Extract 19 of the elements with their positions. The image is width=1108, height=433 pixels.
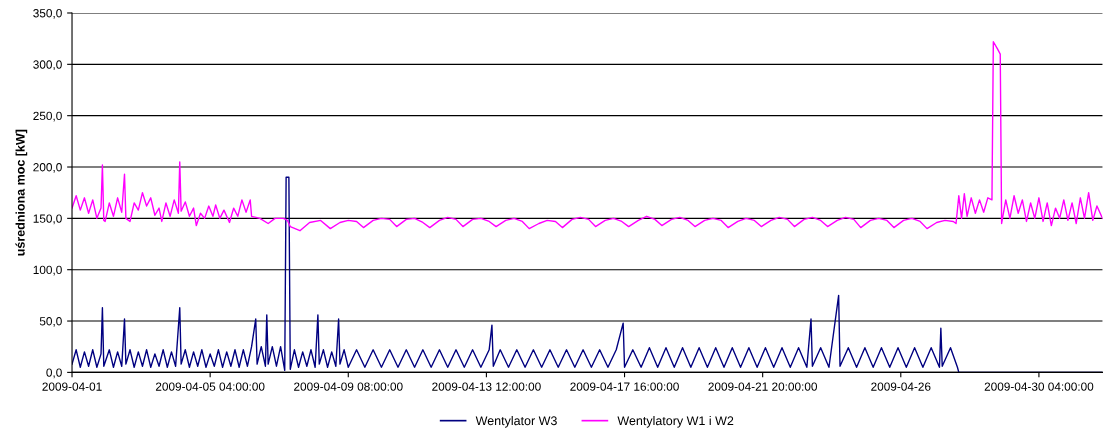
x-tick-label: 2009-04-01	[42, 382, 102, 391]
y-tick-label: 250,0	[33, 111, 62, 122]
y-axis-title: uśredniona moc [kW]	[15, 129, 28, 256]
y-tick-label: 300,0	[33, 60, 62, 71]
y-tick-label: 100,0	[33, 265, 62, 276]
x-tick-label: 2009-04-09 08:00:00	[294, 382, 403, 391]
x-tick-label: 2009-04-26	[871, 382, 931, 391]
x-tick-label: 2009-04-30 04:00:00	[984, 382, 1094, 391]
legend-label: Wentylator W3	[475, 415, 557, 428]
x-tick-label: 2009-04-13 12:00:00	[432, 382, 541, 391]
y-tick-label: 50,0	[39, 317, 62, 327]
y-tick-label: 0,0	[46, 368, 62, 379]
y-tick-label: 200,0	[33, 163, 62, 173]
y-tick-label: 350,0	[33, 9, 62, 19]
y-tick-label: 150,0	[33, 214, 62, 225]
x-tick-label: 2009-04-05 04:00:00	[155, 382, 265, 391]
x-tick-label: 2009-04-21 20:00:00	[708, 382, 818, 391]
x-tick-label: 2009-04-17 16:00:00	[570, 382, 679, 391]
legend-label: Wentylatory W1 i W2	[617, 415, 734, 428]
